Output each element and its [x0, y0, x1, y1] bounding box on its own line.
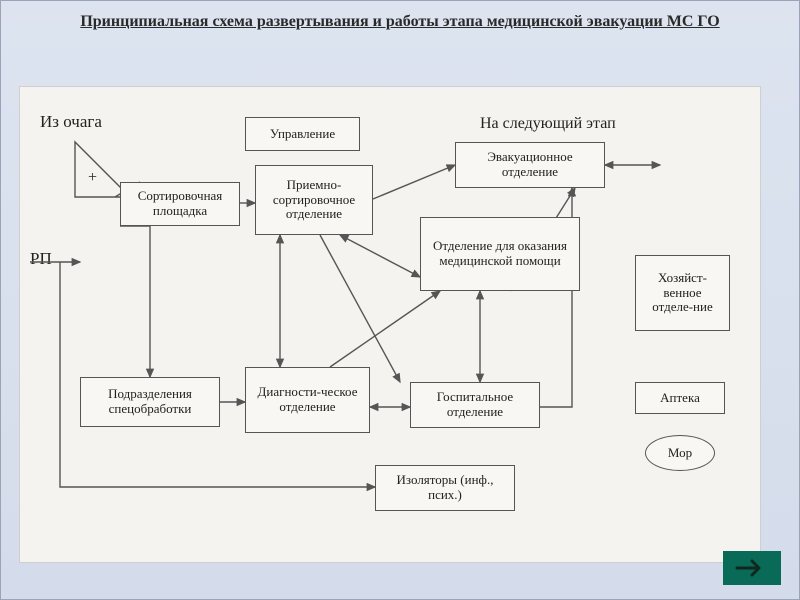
- node-reception: Приемно-сортировочное отделение: [255, 165, 373, 235]
- node-diagnostic: Диагности-ческое отделение: [245, 367, 370, 433]
- node-hospital: Госпитальное отделение: [410, 382, 540, 428]
- node-mop: Мор: [645, 435, 715, 471]
- label-plus: +: [88, 169, 97, 187]
- node-isolators: Изоляторы (инф., псих.): [375, 465, 515, 511]
- arrow-right-icon: [735, 558, 769, 578]
- slide-title: Принципиальная схема развертывания и раб…: [41, 11, 759, 33]
- node-management: Управление: [245, 117, 360, 151]
- next-button[interactable]: [723, 551, 781, 585]
- node-care: Отделение для оказания медицинской помощ…: [420, 217, 580, 291]
- node-household: Хозяйст-венное отделе-ние: [635, 255, 730, 331]
- node-sorting_area: Сортировочная площадка: [120, 182, 240, 226]
- label-next-stage: На следующий этап: [480, 115, 616, 133]
- slide: Принципиальная схема развертывания и раб…: [0, 0, 800, 600]
- label-source: Из очага: [40, 112, 102, 132]
- node-special: Подразделения спецобработки: [80, 377, 220, 427]
- node-evac: Эвакуационное отделение: [455, 142, 605, 188]
- diagram-canvas: Из очага + РП На следующий этап Управлен…: [19, 86, 761, 563]
- node-pharmacy: Аптека: [635, 382, 725, 414]
- label-rp: РП: [30, 249, 52, 269]
